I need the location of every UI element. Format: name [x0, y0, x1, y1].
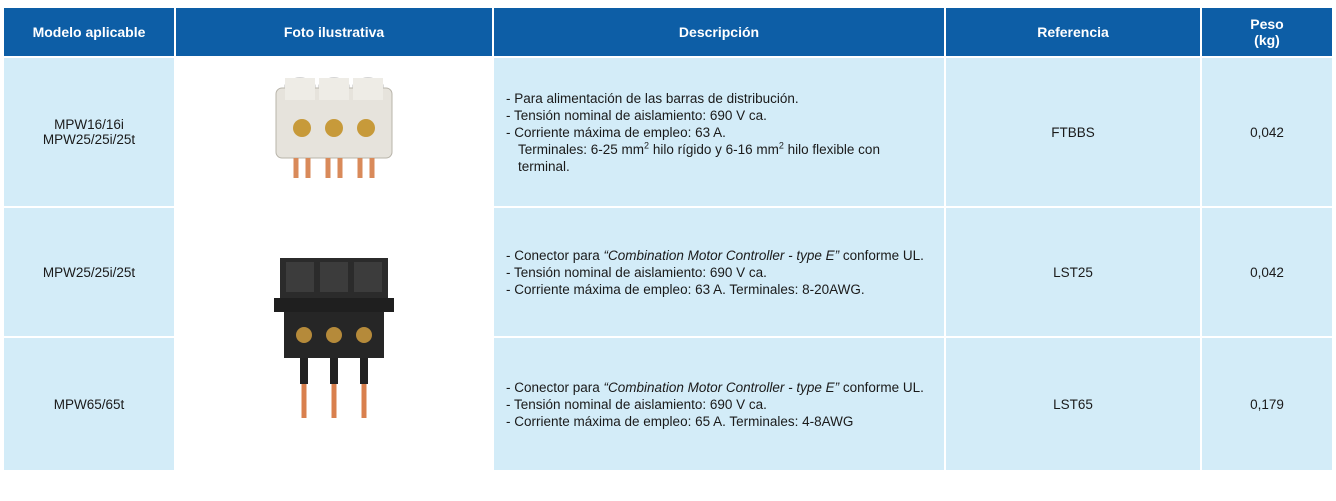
italic-text: “Combination Motor Controller - type E” — [603, 379, 840, 395]
superscript: 2 — [644, 140, 650, 150]
description-line: - Corriente máxima de empleo: 65 A. Term… — [506, 413, 854, 429]
reference-cell: LST25 — [946, 208, 1200, 336]
header-cell: Foto ilustrativa — [176, 8, 492, 56]
italic-text: “Combination Motor Controller - type E” — [603, 247, 840, 263]
row: MPW16/16i MPW25/25i/25t - Para alimentaci… — [4, 58, 1332, 206]
weight-cell: 0,042 — [1202, 58, 1332, 206]
description-line: - Tensión nominal de aislamiento: 690 V … — [506, 396, 767, 412]
weight-cell: 0,042 — [1202, 208, 1332, 336]
model-cell: MPW25/25i/25t — [4, 208, 174, 336]
reference-cell: FTBBS — [946, 58, 1200, 206]
description-line: - Para alimentación de las barras de dis… — [506, 90, 799, 106]
description-line: - Tensión nominal de aislamiento: 690 V … — [506, 264, 767, 280]
product-photo — [274, 257, 394, 418]
description-line: Terminales: 6-25 mm2 hilo rígido y 6-16 … — [506, 141, 932, 175]
reference-cell: LST65 — [946, 338, 1200, 470]
description-line: - Conector para “Combination Motor Contr… — [506, 379, 932, 396]
description-cell: - Conector para “Combination Motor Contr… — [494, 338, 944, 470]
model-cell: MPW65/65t — [4, 338, 174, 470]
text: Terminales: 6-25 mm — [518, 141, 645, 157]
description-cell: - Conector para “Combination Motor Contr… — [494, 208, 944, 336]
description-cell: - Para alimentación de las barras de dis… — [494, 58, 944, 206]
product-table: Modelo aplicable Foto ilustrativa Descri… — [2, 6, 1334, 472]
description-line: - Corriente máxima de empleo: 63 A. — [506, 124, 726, 140]
superscript: 2 — [778, 140, 784, 150]
description-line: - Tensión nominal de aislamiento: 690 V … — [506, 107, 767, 123]
header-cell: Descripción — [494, 8, 944, 56]
model: MPW25/25i/25t — [42, 132, 136, 147]
photo-cell — [176, 58, 492, 206]
header-cell: Peso (kg) — [1202, 8, 1332, 56]
text: conforme UL. — [839, 379, 924, 395]
row: MPW25/25i/25t - Conector para “Combinati… — [4, 208, 1332, 470]
text: - Conector para — [506, 379, 604, 395]
text: conforme UL. — [839, 247, 924, 263]
description-line: - Conector para “Combination Motor Contr… — [506, 247, 932, 264]
model-cell: MPW16/16i MPW25/25i/25t — [4, 58, 174, 206]
header-cell: Referencia — [946, 8, 1200, 56]
text: hilo rígido y 6-16 mm — [649, 141, 779, 157]
text: - Conector para — [506, 247, 604, 263]
description-line: - Corriente máxima de empleo: 63 A. Term… — [506, 281, 865, 297]
model: MPW16/16i — [54, 117, 124, 132]
header-row: Modelo aplicable Foto ilustrativa Descri… — [4, 8, 1332, 56]
product-photo — [275, 77, 393, 178]
header-text: Peso — [1250, 16, 1284, 32]
photo-cell — [176, 208, 492, 470]
text: hilo flexible con terminal. — [518, 141, 880, 174]
row: MPW65/65t - Conector para “Combination M… — [4, 338, 1332, 470]
header-text: (kg) — [1254, 32, 1280, 48]
weight-cell: 0,179 — [1202, 338, 1332, 470]
header-cell: Modelo aplicable — [4, 8, 174, 56]
